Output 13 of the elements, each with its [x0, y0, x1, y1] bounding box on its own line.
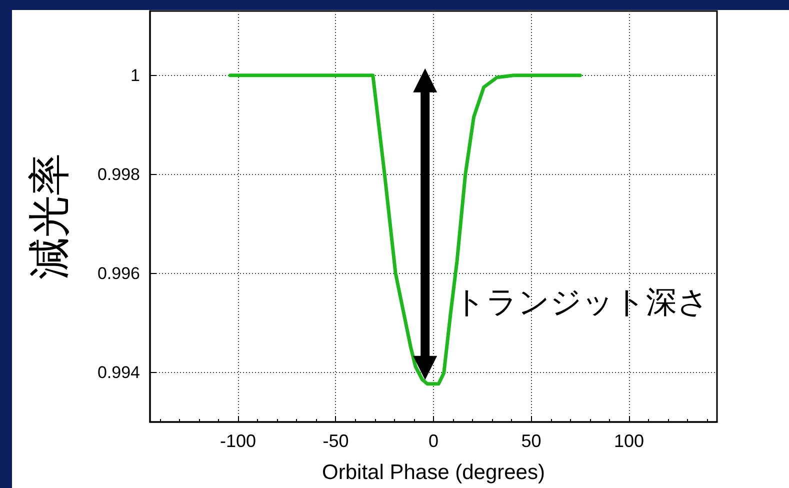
- line-series: [228, 74, 582, 386]
- y-axis-title: 減光率: [24, 154, 74, 280]
- y-tick-label: 0.994: [97, 362, 140, 382]
- annotation: トランジット深さ: [454, 284, 709, 320]
- x-tick-label: 50: [521, 431, 542, 451]
- x-tick-label: 100: [614, 431, 644, 451]
- x-tick-label: -100: [220, 431, 256, 451]
- y-tick-label: 0.996: [97, 264, 140, 283]
- x-axis-title: Orbital Phase (degrees): [322, 461, 545, 484]
- y-tick-label: 1: [130, 66, 140, 85]
- x-tick-label: -50: [322, 431, 349, 451]
- x-tick-label: 0: [428, 431, 439, 451]
- y-tick-label: 0.998: [97, 164, 140, 184]
